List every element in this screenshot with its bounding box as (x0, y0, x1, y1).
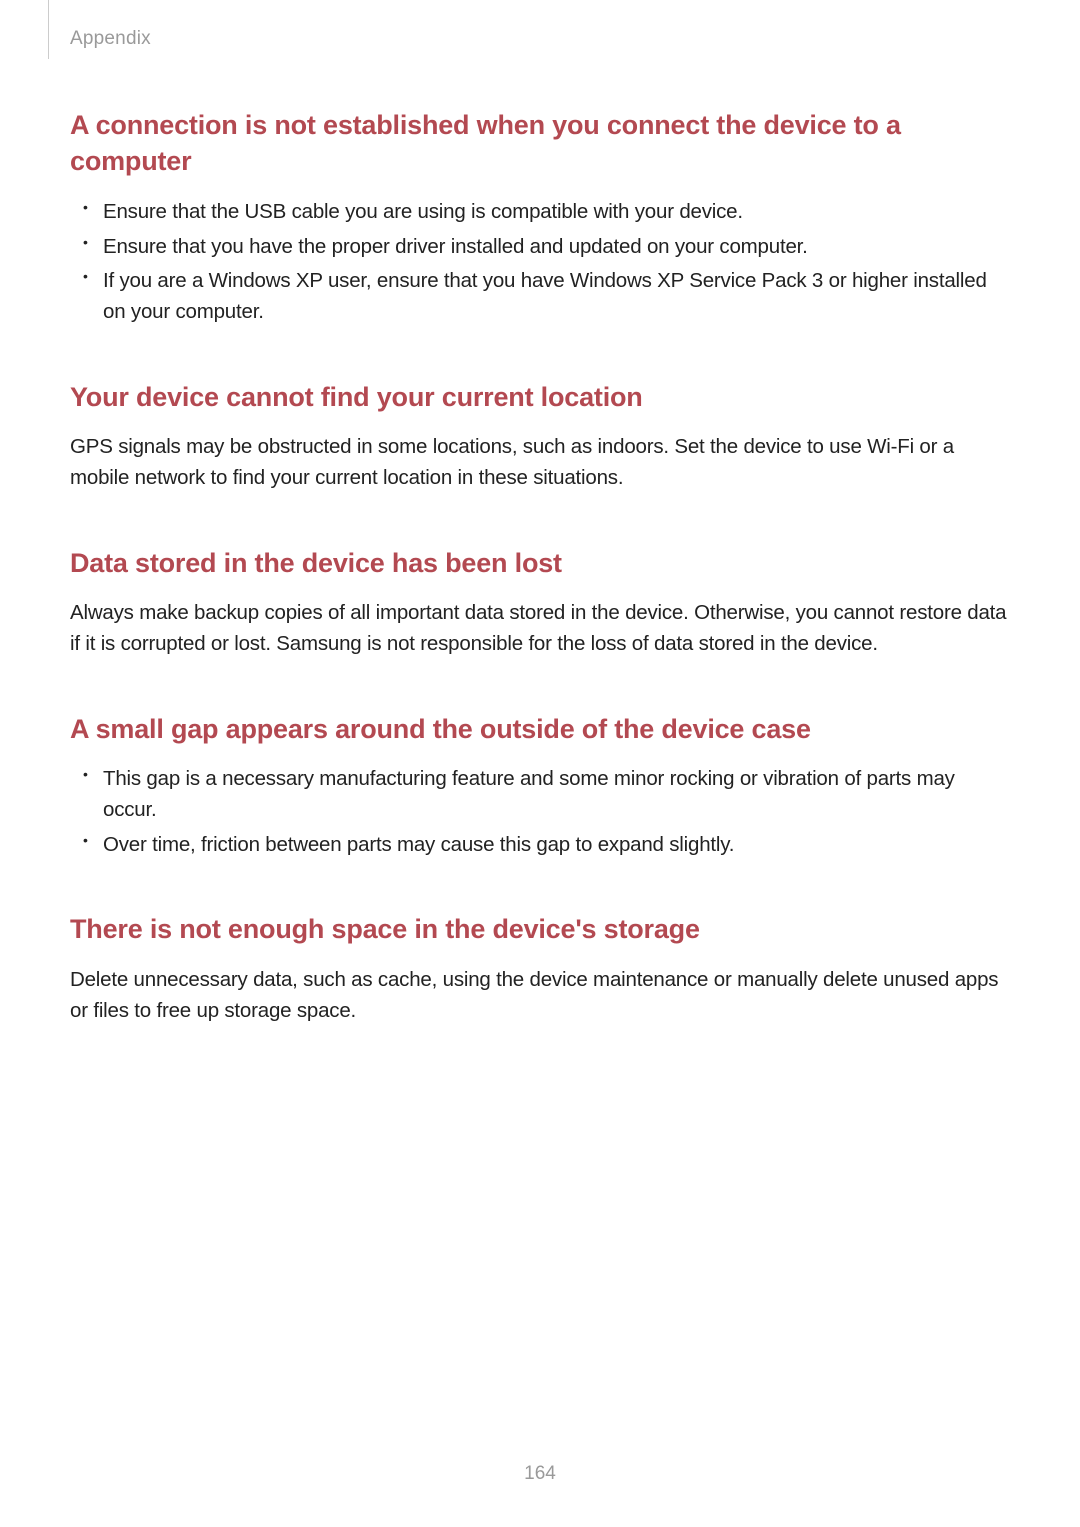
heading-location: Your device cannot find your current loc… (70, 379, 1010, 415)
list-item: Ensure that the USB cable you are using … (103, 197, 1010, 228)
heading-storage: There is not enough space in the device'… (70, 911, 1010, 947)
para-data-lost: Always make backup copies of all importa… (70, 598, 1010, 660)
bullet-list-connection: Ensure that the USB cable you are using … (70, 197, 1010, 328)
section-header-label: Appendix (70, 28, 151, 50)
heading-data-lost: Data stored in the device has been lost (70, 545, 1010, 581)
heading-connection: A connection is not established when you… (70, 107, 1010, 180)
section-gap: A small gap appears around the outside o… (70, 711, 1010, 861)
para-location: GPS signals may be obstructed in some lo… (70, 432, 1010, 494)
page-content: A connection is not established when you… (0, 0, 1080, 1026)
page-number: 164 (0, 1463, 1080, 1485)
list-item: This gap is a necessary manufacturing fe… (103, 764, 1010, 826)
list-item: If you are a Windows XP user, ensure tha… (103, 266, 1010, 328)
para-storage: Delete unnecessary data, such as cache, … (70, 965, 1010, 1027)
section-data-lost: Data stored in the device has been lost … (70, 545, 1010, 660)
list-item: Over time, friction between parts may ca… (103, 830, 1010, 861)
section-connection: A connection is not established when you… (70, 107, 1010, 328)
margin-line (48, 0, 49, 59)
section-location: Your device cannot find your current loc… (70, 379, 1010, 494)
list-item: Ensure that you have the proper driver i… (103, 232, 1010, 263)
heading-gap: A small gap appears around the outside o… (70, 711, 1010, 747)
section-storage: There is not enough space in the device'… (70, 911, 1010, 1026)
bullet-list-gap: This gap is a necessary manufacturing fe… (70, 764, 1010, 860)
